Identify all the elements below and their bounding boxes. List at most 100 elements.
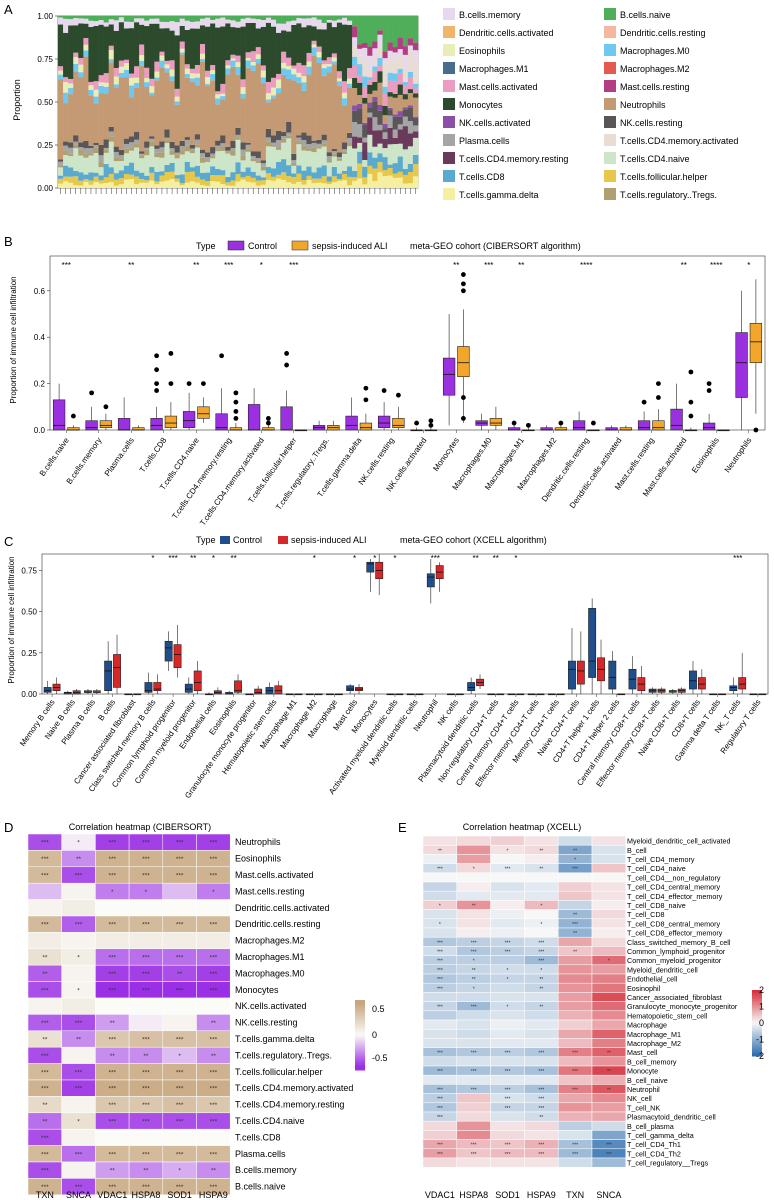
stacked-bar-segment [235, 134, 241, 138]
stacked-bar-segment [377, 124, 383, 131]
legend-label: T.cells.gamma.delta [459, 190, 539, 200]
stacked-bar-segment [123, 148, 130, 154]
stacked-bar-segment [255, 47, 262, 55]
stacked-bar-segment [118, 149, 125, 156]
heatmap-cell-stars: ** [573, 950, 577, 956]
x-tick-label: Plasma.cells [103, 436, 136, 478]
stacked-bar-segment [98, 82, 104, 86]
stacked-bar-segment [286, 31, 292, 58]
stacked-bar-segment [402, 109, 409, 117]
colorbar-segment [355, 1056, 365, 1059]
stacked-bar-segment [159, 181, 165, 188]
stacked-bar-segment [341, 98, 348, 106]
heatmap-row-label: NK_cell [627, 1094, 652, 1103]
colorbar-label: 0 [372, 1030, 377, 1040]
stacked-bar-segment [286, 79, 292, 122]
heatmap-cell [27, 882, 62, 900]
stacked-bar-segment [139, 18, 145, 25]
stacked-bar-segment [63, 92, 69, 104]
heatmap-cell-stars: *** [572, 1152, 578, 1158]
stacked-bar-segment [68, 142, 74, 148]
heatmap-cell-stars: *** [210, 1037, 218, 1044]
stacked-bar-segment [260, 77, 267, 84]
outlier-point [526, 422, 531, 428]
legend-label: Macrophages.M2 [620, 64, 690, 74]
heatmap-cell-stars: ** [573, 931, 577, 937]
stacked-bar-segment [301, 132, 307, 140]
stacked-bar-segment [341, 149, 348, 152]
heatmap-cell-stars: *** [142, 922, 150, 929]
colorbar-segment [355, 1009, 365, 1013]
stacked-bar-segment [357, 44, 363, 49]
heatmap-cell-stars: *** [75, 1151, 83, 1158]
stacked-bar-segment [286, 132, 292, 136]
stacked-bar-segment [78, 64, 84, 73]
significance-label: * [747, 261, 750, 270]
outlier-point [103, 404, 109, 410]
box [99, 420, 113, 428]
stacked-bar-segment [387, 92, 393, 97]
heatmap-cell-stars: *** [437, 959, 443, 965]
box [215, 413, 228, 431]
colorbar-segment [355, 1063, 365, 1066]
stacked-bar-segment [372, 81, 378, 91]
stacked-bar-segment [382, 105, 388, 116]
stacked-bar-segment [286, 57, 292, 67]
stacked-bar-segment [63, 155, 69, 166]
legend-swatch-ali-xcell [278, 536, 288, 544]
outlier-point [168, 351, 174, 356]
stacked-bar-segment [210, 65, 216, 71]
stacked-bar-segment [118, 178, 125, 185]
stacked-bar-segment [93, 142, 99, 146]
heatmap-row-label: B.cells.naive [235, 1182, 286, 1192]
stacked-bar-segment [134, 170, 140, 177]
stacked-bar-segment [139, 158, 145, 173]
heatmap-cell [128, 997, 164, 1015]
heatmap-cell [422, 835, 458, 846]
legend-swatch [604, 44, 616, 56]
stacked-bar-segment [306, 149, 312, 151]
heatmap-cell-stars: *** [108, 1119, 116, 1126]
heatmap-cell [490, 854, 525, 864]
stacked-bar-segment [159, 147, 165, 153]
stacked-bar-segment [331, 53, 338, 58]
stacked-bar-segment [220, 175, 226, 185]
box [457, 346, 470, 377]
legend-swatch [443, 26, 455, 38]
stacked-bar-segment [73, 144, 79, 149]
stacked-bar-segment [113, 161, 120, 174]
stacked-bar-segment [123, 165, 130, 175]
stacked-bar-segment [78, 155, 84, 173]
box [173, 644, 182, 668]
heatmap-col-label: VDAC1 [425, 1190, 455, 1200]
stacked-bar-segment [164, 16, 170, 22]
stacked-bar-segment [78, 185, 84, 188]
heatmap-cell-stars: * [178, 1168, 181, 1175]
stacked-bar-segment [169, 171, 175, 180]
panel-e-title: Correlation heatmap (XCELL) [463, 822, 582, 832]
stacked-bar-segment [377, 66, 383, 72]
heatmap-row-label: B_cell_plasma [627, 1122, 674, 1131]
heatmap-cell [61, 997, 96, 1015]
stacked-bar-segment [286, 16, 292, 22]
heatmap-cell-stars: *** [41, 987, 49, 994]
stacked-bar-segment [123, 179, 130, 188]
stacked-bar-segment [265, 173, 272, 181]
heatmap-cell [456, 890, 491, 901]
stacked-bar-segment [270, 16, 277, 20]
heatmap-row-label: T_cell_CD4_effector_memory [627, 892, 723, 901]
legend-swatch [443, 116, 455, 128]
heatmap-cell-stars: *** [75, 873, 83, 880]
heatmap-cell-stars: * [77, 987, 80, 994]
stacked-bar-segment [347, 132, 353, 139]
stacked-bar-segment [103, 177, 110, 183]
colorbar-segment [355, 1028, 365, 1031]
outlier-point [511, 420, 517, 426]
stacked-bar-segment [184, 20, 191, 30]
stacked-bar-segment [407, 146, 414, 164]
stacked-bar-segment [164, 60, 170, 65]
stacked-bar-segment [387, 42, 393, 51]
stacked-bar-segment [377, 172, 383, 188]
stacked-bar-segment [397, 37, 404, 50]
stacked-bar-segment [169, 150, 175, 155]
